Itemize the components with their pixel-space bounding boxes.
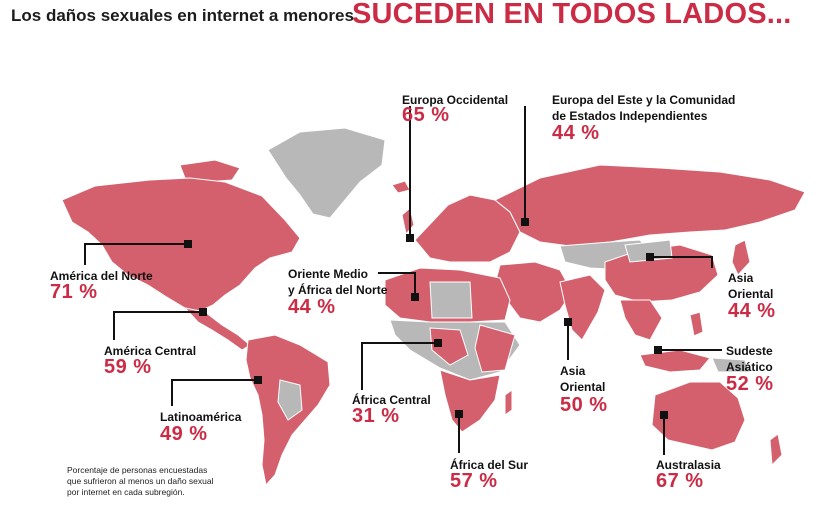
leader-america-norte — [84, 243, 188, 265]
leader-lines — [84, 106, 722, 455]
label-asia-oriental-2-line1: Asia — [560, 364, 586, 378]
label-europa-este-line2: de Estados Independientes — [552, 109, 708, 123]
southeast-asia-landmass — [619, 299, 663, 341]
new-zealand — [769, 433, 783, 467]
value-sudeste-asiatico: 52 % — [726, 373, 774, 395]
indonesia — [639, 349, 711, 373]
value-asia-oriental-1: 44 % — [728, 300, 776, 322]
label-africa-central: África Central — [352, 393, 431, 407]
value-america-central: 59 % — [104, 356, 152, 378]
header-title-prefix: Los daños sexuales en internet a menores — [11, 6, 354, 25]
marker-latinoamerica — [254, 376, 262, 384]
marker-america-central — [199, 308, 207, 316]
leader-oriente-medio — [378, 272, 416, 297]
central-africa-highlight — [429, 327, 469, 366]
marker-europa-este — [521, 218, 529, 226]
label-latinoamerica: Latinoamérica — [160, 410, 242, 424]
greenland-landmass — [267, 127, 386, 219]
value-australasia: 67 % — [656, 470, 704, 492]
value-asia-oriental-2: 50 % — [560, 394, 608, 416]
value-africa-sur: 57 % — [450, 470, 498, 492]
north-africa-grey — [429, 281, 473, 319]
marker-sudeste-asiatico — [654, 346, 662, 354]
value-europa-este: 44 % — [552, 122, 600, 144]
label-oriente-medio-line2: y África del Norte — [288, 283, 388, 297]
madagascar — [504, 389, 513, 416]
marker-america-norte — [184, 240, 192, 248]
central-america-landmass — [183, 307, 251, 351]
value-america-norte: 71 % — [50, 281, 98, 303]
label-america-norte: América del Norte — [50, 269, 153, 283]
leader-asia-oriental-1 — [650, 256, 713, 268]
footnote-line2: que sufrieron al menos un daño sexual — [67, 476, 214, 486]
leader-markers — [184, 218, 668, 419]
value-oriente-medio: 44 % — [288, 296, 336, 318]
label-oriente-medio-line1: Oriente Medio — [288, 267, 369, 281]
russia-landmass — [494, 164, 806, 247]
label-asia-oriental-1-line1: Asia — [728, 271, 754, 285]
label-sudeste-asiatico-line2: Asiático — [726, 360, 773, 374]
label-europa-occidental: Europa Occidental — [402, 93, 509, 107]
label-sudeste-asiatico-line1: Sudeste — [726, 344, 773, 358]
footnote: Porcentaje de personas encuestadas que s… — [67, 465, 213, 498]
marker-africa-central — [434, 339, 442, 347]
label-australasia: Australasia — [656, 458, 721, 472]
japan — [731, 239, 751, 276]
south-america-grey-region — [277, 379, 303, 421]
marker-oriente-medio — [411, 293, 419, 301]
middle-east-landmass — [495, 261, 573, 323]
value-europa-occidental: 65 % — [402, 104, 450, 126]
label-europa-este-line1: Europa del Este y la Comunidad — [552, 93, 736, 107]
label-america-central: América Central — [104, 344, 197, 358]
leader-america-central — [113, 311, 203, 340]
uk — [401, 207, 415, 236]
footnote-line3: por internet en cada subregión. — [67, 487, 185, 497]
label-asia-oriental-1-line2: Oriental — [728, 287, 774, 301]
australia-landmass — [651, 381, 746, 451]
leader-africa-central — [361, 342, 438, 390]
marker-asia-oriental-1 — [646, 253, 654, 261]
footnote-line1: Porcentaje de personas encuestadas — [67, 465, 208, 475]
marker-africa-sur — [455, 410, 463, 418]
marker-europa-occidental — [406, 234, 414, 242]
marker-australasia — [660, 411, 668, 419]
label-asia-oriental-2-line2: Oriental — [560, 380, 606, 394]
east-africa-highlight — [474, 324, 516, 373]
india-landmass — [559, 274, 606, 341]
header-title-emphasis: SUCEDEN EN TODOS LADOS... — [352, 0, 792, 30]
iceland — [391, 180, 411, 194]
value-africa-central: 31 % — [352, 405, 400, 427]
value-latinoamerica: 49 % — [160, 423, 208, 445]
label-africa-sur: África del Sur — [450, 458, 529, 472]
leader-latinoamerica — [171, 379, 258, 406]
marker-asia-oriental-2 — [564, 318, 572, 326]
new-guinea-grey — [711, 357, 751, 373]
philippines — [689, 311, 704, 337]
